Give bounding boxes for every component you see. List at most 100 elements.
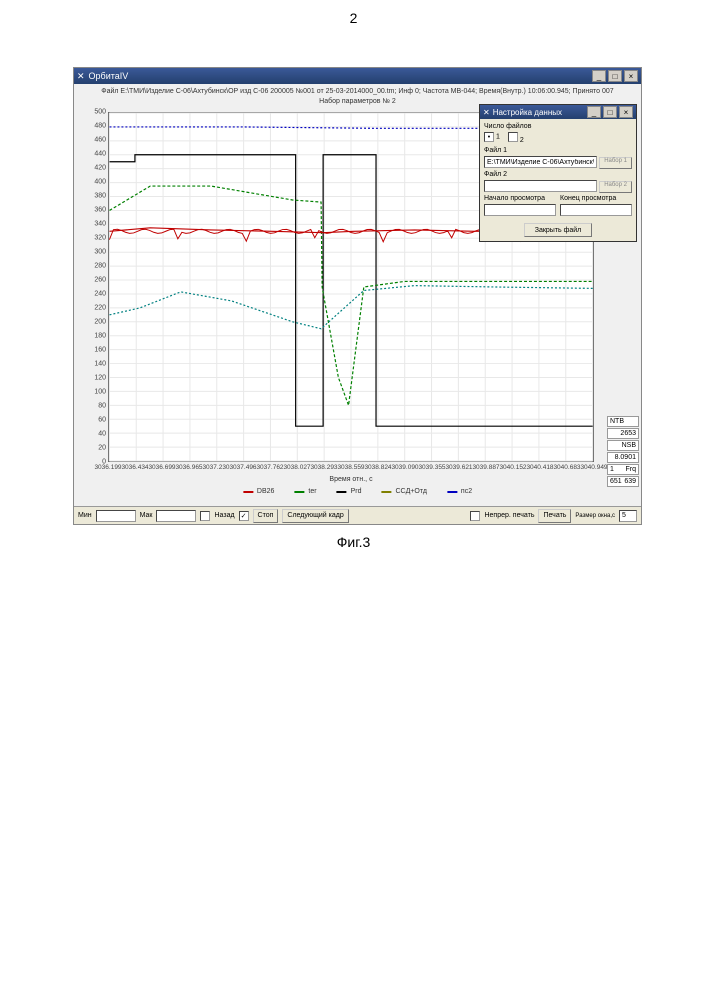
start-label: Начало просмотра — [484, 195, 556, 202]
y-tick: 200 — [94, 319, 106, 326]
nonprint-checkbox[interactable] — [470, 511, 480, 521]
y-tick: 400 — [94, 179, 106, 186]
x-tick: 3036.965 — [175, 464, 202, 471]
x-axis-label: Время отн., с — [329, 476, 372, 483]
y-tick: 240 — [94, 291, 106, 298]
legend-item: Prd — [337, 488, 362, 495]
numfiles-radio-2[interactable] — [508, 132, 518, 142]
end-input[interactable] — [560, 204, 632, 216]
y-tick: 320 — [94, 235, 106, 242]
x-tick: 3040.152 — [499, 464, 526, 471]
file1-label: Файл 1 — [484, 147, 632, 154]
dialog-close-button[interactable]: × — [619, 106, 633, 118]
y-tick: 460 — [94, 137, 106, 144]
side-info: NTB2653NSB8.09011Frq651639 — [607, 416, 639, 488]
legend: DB26 ter Prd CCД+Отд пс2 — [243, 488, 472, 495]
set2-button[interactable]: Набор 2 — [599, 181, 632, 193]
client-area: Файл Е:\ТМИ\Изделие С-06\Ахтубинск\ОР из… — [74, 84, 641, 524]
close-file-button[interactable]: Закрыть файл — [524, 223, 593, 237]
window-title: ОрбитаIV — [89, 71, 129, 81]
numfiles-radio-1[interactable]: • — [484, 132, 494, 142]
x-tick: 3040.418 — [526, 464, 553, 471]
app-window: ✕ ОрбитаIV _ □ × Файл Е:\ТМИ\Изделие С-0… — [73, 67, 642, 525]
x-tick: 3036.434 — [121, 464, 148, 471]
dialog-body: Число файлов • 1 2 Файл 1 Набор 1 Файл 2… — [480, 119, 636, 241]
y-tick: 120 — [94, 375, 106, 382]
next-frame-button[interactable]: Следующий кадр — [282, 509, 348, 523]
figure-caption: Фиг.3 — [337, 534, 371, 550]
y-tick: 140 — [94, 361, 106, 368]
x-tick: 3039.887 — [472, 464, 499, 471]
side-row: 2653 — [607, 428, 639, 439]
winsize-input[interactable] — [619, 510, 637, 522]
stop-checkbox[interactable]: ✓ — [239, 511, 249, 521]
dialog-title: Настройка данных — [493, 108, 562, 117]
min-label: Мин — [78, 512, 92, 519]
numfiles-label: Число файлов — [484, 123, 632, 130]
set1-button[interactable]: Набор 1 — [599, 157, 632, 169]
dialog-titlebar[interactable]: ✕ Настройка данных _ □ × — [480, 105, 636, 119]
max-input[interactable] — [156, 510, 196, 522]
y-tick: 300 — [94, 249, 106, 256]
y-tick: 360 — [94, 207, 106, 214]
side-row: 651639 — [607, 476, 639, 487]
dialog-max-button[interactable]: □ — [603, 106, 617, 118]
y-tick: 80 — [98, 403, 106, 410]
dialog-min-button[interactable]: _ — [587, 106, 601, 118]
y-tick: 260 — [94, 277, 106, 284]
x-tick: 3038.824 — [364, 464, 391, 471]
legend-item: DB26 — [243, 488, 275, 495]
close-button[interactable]: × — [624, 70, 638, 82]
y-tick: 20 — [98, 445, 106, 452]
side-row: NSB — [607, 440, 639, 451]
settings-dialog: ✕ Настройка данных _ □ × Число файлов • … — [479, 104, 637, 242]
back-checkbox[interactable] — [200, 511, 210, 521]
y-tick: 280 — [94, 263, 106, 270]
side-row: NTB — [607, 416, 639, 427]
minimize-button[interactable]: _ — [592, 70, 606, 82]
y-tick: 480 — [94, 123, 106, 130]
maximize-button[interactable]: □ — [608, 70, 622, 82]
x-tick: 3039.355 — [418, 464, 445, 471]
legend-item: ter — [294, 488, 316, 495]
y-tick: 220 — [94, 305, 106, 312]
y-tick: 180 — [94, 333, 106, 340]
file2-label: Файл 2 — [484, 171, 632, 178]
x-tick: 3037.230 — [202, 464, 229, 471]
x-tick: 3038.027 — [283, 464, 310, 471]
print-button[interactable]: Печать — [538, 509, 571, 523]
titlebar[interactable]: ✕ ОрбитаIV _ □ × — [74, 68, 641, 84]
side-row: 1Frq — [607, 464, 639, 475]
y-tick: 500 — [94, 109, 106, 116]
x-tick: 3037.762 — [256, 464, 283, 471]
winsize-label: Размер окна,с — [575, 513, 615, 519]
x-tick: 3038.293 — [310, 464, 337, 471]
bottom-toolbar: Мин Мак Назад ✓ Стоп Следующий кадр Непр… — [74, 506, 641, 524]
y-tick: 100 — [94, 389, 106, 396]
window-icon: ✕ — [77, 71, 85, 82]
legend-item: CCД+Отд — [381, 488, 426, 495]
x-tick: 3040.949 — [580, 464, 607, 471]
nonprint-label: Непрер. печать — [484, 512, 534, 519]
start-input[interactable] — [484, 204, 556, 216]
file2-input[interactable] — [484, 180, 597, 192]
y-tick: 60 — [98, 417, 106, 424]
stop-button[interactable]: Стоп — [253, 509, 279, 523]
end-label: Конец просмотра — [560, 195, 632, 202]
y-tick: 380 — [94, 193, 106, 200]
y-tick: 440 — [94, 151, 106, 158]
x-tick: 3039.621 — [445, 464, 472, 471]
y-tick: 160 — [94, 347, 106, 354]
y-axis: Значение параметра, об. ед. 020406080100… — [74, 112, 108, 462]
y-tick: 40 — [98, 431, 106, 438]
page-number: 2 — [350, 10, 358, 26]
side-row: 8.0901 — [607, 452, 639, 463]
x-tick: 3036.199 — [94, 464, 121, 471]
x-tick: 3040.683 — [553, 464, 580, 471]
back-label: Назад — [214, 512, 234, 519]
legend-item: пс2 — [447, 488, 472, 495]
min-input[interactable] — [96, 510, 136, 522]
file1-input[interactable] — [484, 156, 597, 168]
x-tick: 3039.090 — [391, 464, 418, 471]
y-tick: 340 — [94, 221, 106, 228]
